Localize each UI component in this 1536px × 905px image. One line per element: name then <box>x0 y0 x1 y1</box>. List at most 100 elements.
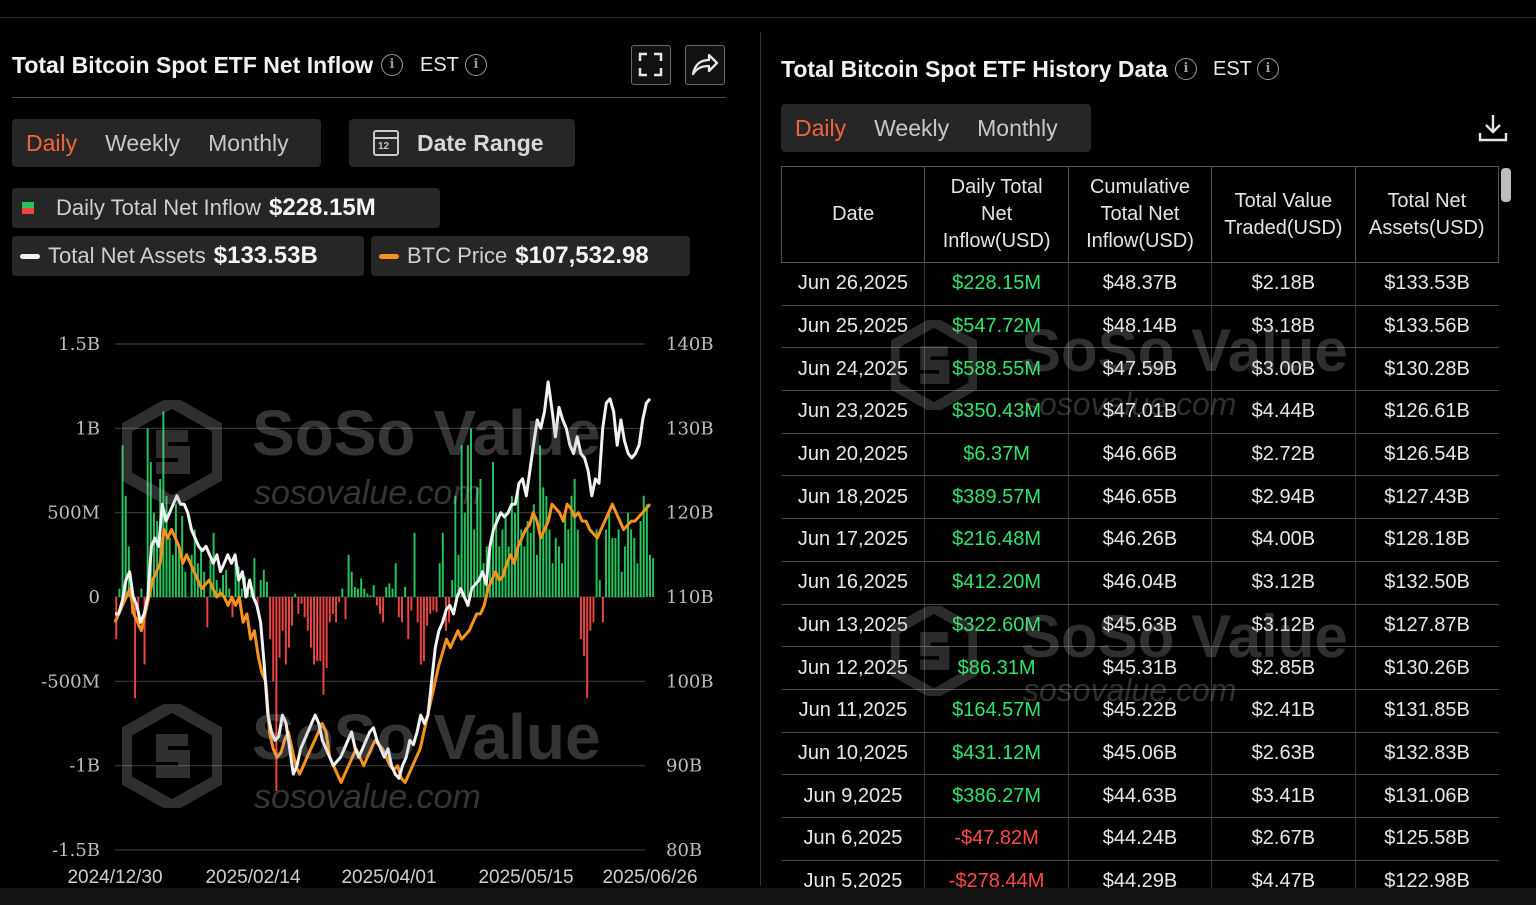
inflow-bar[interactable] <box>567 529 570 597</box>
inflow-bar[interactable] <box>466 445 469 597</box>
inflow-bar[interactable] <box>404 586 407 597</box>
inflow-bar[interactable] <box>429 597 432 614</box>
inflow-bar[interactable] <box>645 504 648 597</box>
inflow-bar[interactable] <box>501 529 504 597</box>
inflow-bar[interactable] <box>156 521 159 597</box>
inflow-bar[interactable] <box>309 597 312 648</box>
net-inflow-chart[interactable]: 1.5B 140B 1B 130B 500M 120B 0 110B -500M 100B -1B 9… <box>0 298 740 888</box>
inflow-bar[interactable] <box>617 529 620 597</box>
inflow-bar[interactable] <box>335 597 338 623</box>
tab-monthly[interactable]: Monthly <box>208 129 289 156</box>
inflow-bar[interactable] <box>231 597 234 618</box>
inflow-bar[interactable] <box>322 597 325 695</box>
inflow-bar[interactable] <box>265 581 268 597</box>
inflow-bar[interactable] <box>432 597 435 611</box>
inflow-bar[interactable] <box>300 597 303 604</box>
inflow-bar[interactable] <box>212 532 215 597</box>
inflow-bar[interactable] <box>529 532 532 597</box>
inflow-bar[interactable] <box>435 597 438 613</box>
tab-daily[interactable]: Daily <box>795 114 847 141</box>
inflow-bar[interactable] <box>457 554 460 597</box>
table-scrollbar[interactable] <box>1501 168 1511 202</box>
inflow-bar[interactable] <box>178 546 181 597</box>
inflow-bar[interactable] <box>573 478 576 597</box>
inflow-bar[interactable] <box>253 558 256 597</box>
table-row[interactable]: Jun 18,2025 $389.57M $46.65B $2.94B $127.43B <box>781 475 1499 520</box>
inflow-bar[interactable] <box>397 597 400 618</box>
inflow-bar[interactable] <box>460 445 463 597</box>
inflow-bar[interactable] <box>507 546 510 597</box>
timezone-info-icon[interactable]: i <box>465 54 487 76</box>
inflow-bar[interactable] <box>454 495 457 597</box>
btc-price-line[interactable] <box>113 502 652 784</box>
table-row[interactable]: Jun 10,2025 $431.12M $45.06B $2.63B $132.83B <box>781 732 1499 776</box>
inflow-bar[interactable] <box>636 563 639 597</box>
inflow-bar[interactable] <box>438 563 441 597</box>
inflow-bar[interactable] <box>344 597 347 619</box>
inflow-bar[interactable] <box>416 597 419 623</box>
inflow-bar[interactable] <box>275 597 278 791</box>
inflow-bar[interactable] <box>598 580 601 597</box>
inflow-bar[interactable] <box>410 597 413 611</box>
col-value-traded[interactable]: Total Value Traded(USD) <box>1211 166 1356 263</box>
inflow-bar[interactable] <box>426 597 429 626</box>
inflow-bar[interactable] <box>269 597 272 640</box>
inflow-bar[interactable] <box>291 597 294 626</box>
inflow-bar[interactable] <box>363 588 366 597</box>
inflow-bar[interactable] <box>413 532 416 597</box>
inflow-bar[interactable] <box>287 597 290 648</box>
inflow-bar[interactable] <box>422 597 425 662</box>
tab-monthly[interactable]: Monthly <box>977 114 1058 141</box>
inflow-bar[interactable] <box>451 580 454 597</box>
inflow-bar[interactable] <box>281 597 284 631</box>
inflow-bar[interactable] <box>388 583 391 597</box>
inflow-bar[interactable] <box>350 571 353 597</box>
inflow-bar[interactable] <box>652 558 655 597</box>
inflow-bar[interactable] <box>532 504 535 597</box>
inflow-bar[interactable] <box>366 593 369 597</box>
inflow-bar[interactable] <box>379 597 381 614</box>
inflow-bar[interactable] <box>353 586 356 597</box>
inflow-bar[interactable] <box>391 588 394 597</box>
table-row[interactable]: Jun 20,2025 $6.37M $46.66B $2.72B $126.54B <box>781 433 1499 477</box>
inflow-bar[interactable] <box>592 597 595 623</box>
inflow-bar[interactable] <box>278 597 281 658</box>
inflow-bar[interactable] <box>526 521 529 597</box>
inflow-bar[interactable] <box>341 588 344 597</box>
inflow-bar[interactable] <box>200 549 203 597</box>
inflow-bar[interactable] <box>360 578 363 597</box>
inflow-bar[interactable] <box>306 597 309 631</box>
legend-assets[interactable]: Total Net Assets $133.53B <box>12 236 364 276</box>
inflow-bar[interactable] <box>140 588 143 597</box>
inflow-bar[interactable] <box>517 487 520 597</box>
inflow-bar[interactable] <box>642 495 645 597</box>
inflow-bar[interactable] <box>611 537 614 597</box>
date-range-button[interactable]: 12 Date Range <box>349 119 575 167</box>
inflow-bar[interactable] <box>152 512 155 597</box>
inflow-bar[interactable] <box>262 570 265 597</box>
col-net-assets[interactable]: Total Net Assets(USD) <box>1354 166 1499 263</box>
share-button[interactable] <box>685 45 725 85</box>
history-table-container[interactable]: Date Daily Total Net Inflow(USD) Cumulat… <box>781 166 1499 888</box>
timezone-info-icon[interactable]: i <box>1257 58 1279 80</box>
inflow-bar[interactable] <box>407 597 410 640</box>
inflow-bar[interactable] <box>297 597 300 614</box>
inflow-bar[interactable] <box>576 529 579 597</box>
inflow-bar[interactable] <box>222 575 224 597</box>
inflow-bar[interactable] <box>316 597 319 662</box>
inflow-bar[interactable] <box>539 445 542 597</box>
legend-inflow[interactable]: Daily Total Net Inflow $228.15M <box>12 188 440 228</box>
inflow-bar[interactable] <box>535 554 538 597</box>
inflow-bar[interactable] <box>171 554 174 597</box>
inflow-bar[interactable] <box>394 563 397 597</box>
col-daily-inflow[interactable]: Daily Total Net Inflow(USD) <box>924 166 1069 263</box>
table-row[interactable]: Jun 26,2025 $228.15M $48.37B $2.18B $133.53B <box>781 262 1499 306</box>
inflow-bar[interactable] <box>134 597 137 699</box>
tab-weekly[interactable]: Weekly <box>874 114 950 141</box>
inflow-bar[interactable] <box>313 597 316 665</box>
inflow-bar[interactable] <box>633 537 636 597</box>
inflow-bar[interactable] <box>614 537 617 597</box>
inflow-bar[interactable] <box>448 597 451 623</box>
inflow-bar[interactable] <box>523 546 526 597</box>
info-icon[interactable]: i <box>1175 58 1197 80</box>
